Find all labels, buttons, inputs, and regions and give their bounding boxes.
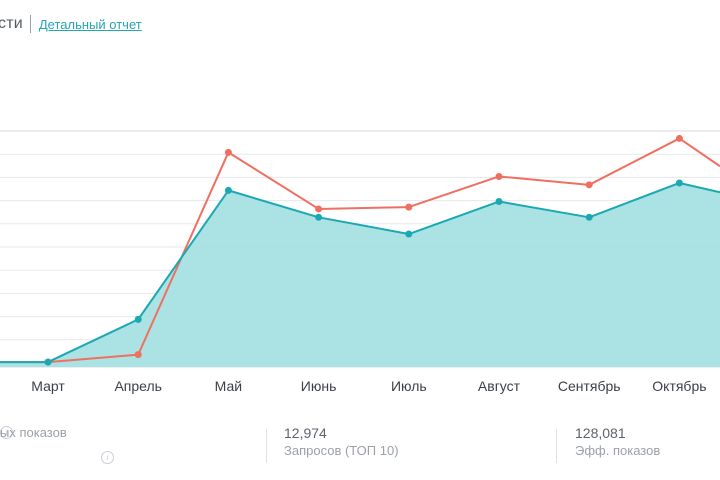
data-point (495, 172, 503, 180)
line-layer (0, 137, 720, 364)
data-point (44, 358, 52, 366)
stat-label: ых показов (0, 425, 67, 440)
data-point (134, 351, 142, 359)
stat-impressions: ых показов (0, 424, 67, 442)
data-point (134, 315, 142, 323)
data-point (224, 186, 232, 194)
x-tick-label: Март (31, 378, 65, 394)
x-tick-label: Июнь (301, 378, 337, 394)
data-point (405, 203, 413, 211)
x-axis-labels: Март Апрель Май Июнь Июль Август Сентябрь Октяб… (31, 378, 706, 394)
x-tick-label: Август (478, 378, 521, 394)
x-tick-label: Июль (391, 378, 427, 394)
x-tick-label: Май (215, 378, 242, 394)
data-point (675, 179, 683, 187)
data-point (405, 230, 413, 238)
stat-label: Эфф. показов (575, 443, 661, 458)
detail-report-link[interactable]: Детальный отчет (38, 16, 142, 32)
header-divider (29, 15, 31, 33)
stat-label: Запросов (ТОП 10) (284, 443, 399, 458)
stat-queries: 12,974 Запросов (ТОП 10) (284, 424, 399, 460)
x-tick-label: Апрель (114, 378, 162, 394)
series-line (0, 181, 720, 364)
data-point (675, 134, 683, 142)
stat-effective-impressions: 128,081 Эфф. показов (575, 424, 660, 460)
info-icon[interactable]: i (0, 426, 13, 439)
data-point (315, 205, 323, 213)
data-point (585, 181, 593, 189)
info-icon[interactable]: i (101, 451, 114, 464)
report-title: сти (0, 15, 23, 32)
x-tick-label: Сентябрь (558, 378, 621, 394)
point-layer (44, 134, 683, 366)
area-layer (0, 182, 720, 367)
series-area (0, 182, 720, 367)
report-header: сти Детальный отчет (0, 13, 142, 35)
stat-value: 12,974 (284, 425, 327, 441)
series-line (0, 137, 720, 364)
data-point (495, 198, 503, 206)
x-tick-label: Октябрь (652, 378, 706, 394)
stat-divider (556, 429, 557, 463)
stat-value: 128,081 (575, 425, 626, 441)
data-point (224, 148, 232, 156)
data-point (585, 213, 593, 221)
stat-divider (266, 429, 267, 463)
data-point (315, 213, 323, 221)
